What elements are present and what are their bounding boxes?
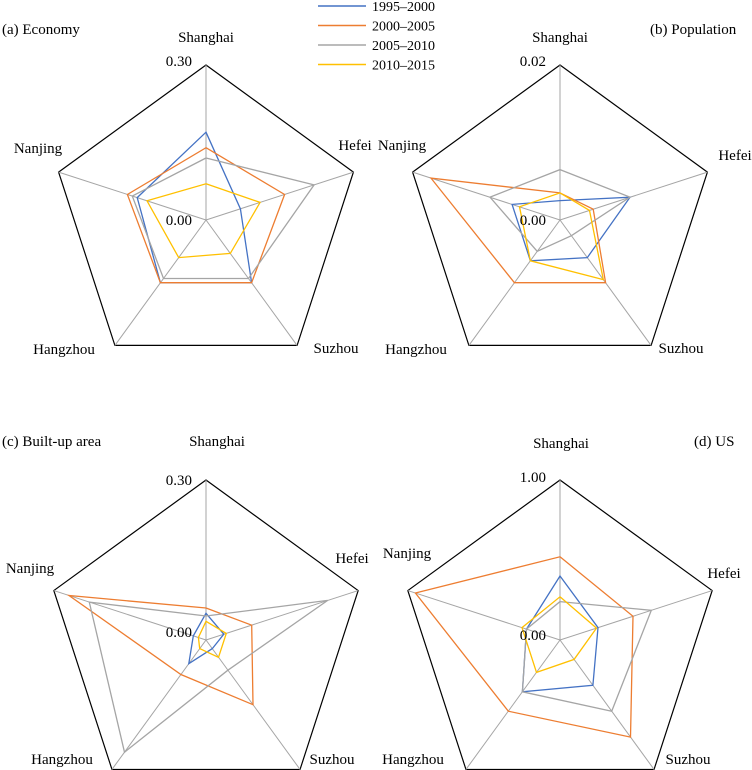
radar-outline [407,479,713,770]
axis-label-hangzhou: Hangzhou [31,752,93,768]
spoke-nanjing [412,171,561,221]
panel-title: (b) Population [650,22,737,38]
series-2010-2015 [146,183,262,259]
spoke-suzhou [559,639,655,770]
radar-panel-a-economy: (a) Economy Shanghai Hefei Suzhou Hangzhou Na… [2,22,372,358]
axis-label-hefei: Hefei [707,566,740,582]
spoke-nanjing [53,590,207,641]
axis-label-shanghai: Shanghai [532,30,588,46]
legend-label-2005-2010: 2005–2010 [372,39,435,54]
series-2000-2005 [66,594,254,706]
panel-title: (d) US [694,434,734,450]
spoke-hefei [559,590,713,641]
panel-title: (a) Economy [2,22,80,38]
series-2005-2010 [521,600,653,712]
axis-label-hefei: Hefei [338,138,371,154]
tick-label-max: 1.00 [520,470,546,486]
radar-outline [57,64,355,346]
series-2010-2015 [521,595,598,674]
series-2000-2005 [429,177,607,284]
axis-label-hefei: Hefei [335,551,368,567]
tick-label-max: 0.02 [520,54,546,70]
axis-label-shanghai: Shanghai [189,434,245,450]
radar-outline [411,64,709,346]
axis-label-nanjing: Nanjing [6,561,55,577]
series-2005-2010 [131,157,316,280]
axis-label-nanjing: Nanjing [378,138,427,154]
legend: 1995–2000 2000–2005 2005–2010 2010–2015 [318,0,435,74]
spoke-hangzhou [465,639,561,770]
legend-label-1995-2000: 1995–2000 [372,0,435,15]
axis-label-hangzhou: Hangzhou [382,752,444,768]
legend-label-2010-2015: 2010–2015 [372,59,435,74]
radar-panel-b-population: (b) Population Shanghai Hefei Suzhou Hangzho… [378,22,752,358]
series-2000-2005 [414,556,634,738]
tick-label-min: 0.00 [520,213,546,229]
axis-label-nanjing: Nanjing [14,141,63,157]
tick-label-max: 0.30 [166,54,192,70]
radar-panel-d-us: (d) US Shanghai Hefei Suzhou Hangzhou Nanjing… [382,434,741,770]
axis-label-suzhou: Suzhou [310,752,356,768]
axis-label-suzhou: Suzhou [659,341,705,357]
series-2010-2015 [518,192,605,281]
axis-label-suzhou: Suzhou [314,341,360,357]
axis-label-shanghai: Shanghai [533,436,589,452]
series-1995-2000 [511,196,632,262]
axis-label-shanghai: Shanghai [178,30,234,46]
tick-label-min: 0.00 [166,625,192,641]
radar-outline [53,479,359,770]
legend-label-2000-2005: 2000–2005 [372,20,435,35]
axis-label-nanjing: Nanjing [383,546,432,562]
series-2000-2005 [126,146,286,284]
panel-title: (c) Built-up area [2,434,101,450]
series-2005-2010 [488,168,632,253]
tick-label-min: 0.00 [520,628,546,644]
spoke-hefei [205,171,354,221]
tick-label-max: 0.30 [166,473,192,489]
radar-panel-c-built-up-area: (c) Built-up area Shanghai Hefei Suzhou Hang… [2,434,369,770]
spoke-nanjing [407,590,561,641]
axis-label-hefei: Hefei [718,148,751,164]
spoke-hangzhou [111,639,207,770]
spoke-hefei [559,171,708,221]
axis-label-hangzhou: Hangzhou [33,342,95,358]
axis-label-suzhou: Suzhou [666,752,712,768]
tick-label-min: 0.00 [166,213,192,229]
series-2010-2015 [197,620,228,659]
series-2005-2010 [88,599,329,754]
spoke-hefei [205,590,359,641]
axis-label-hangzhou: Hangzhou [385,342,447,358]
